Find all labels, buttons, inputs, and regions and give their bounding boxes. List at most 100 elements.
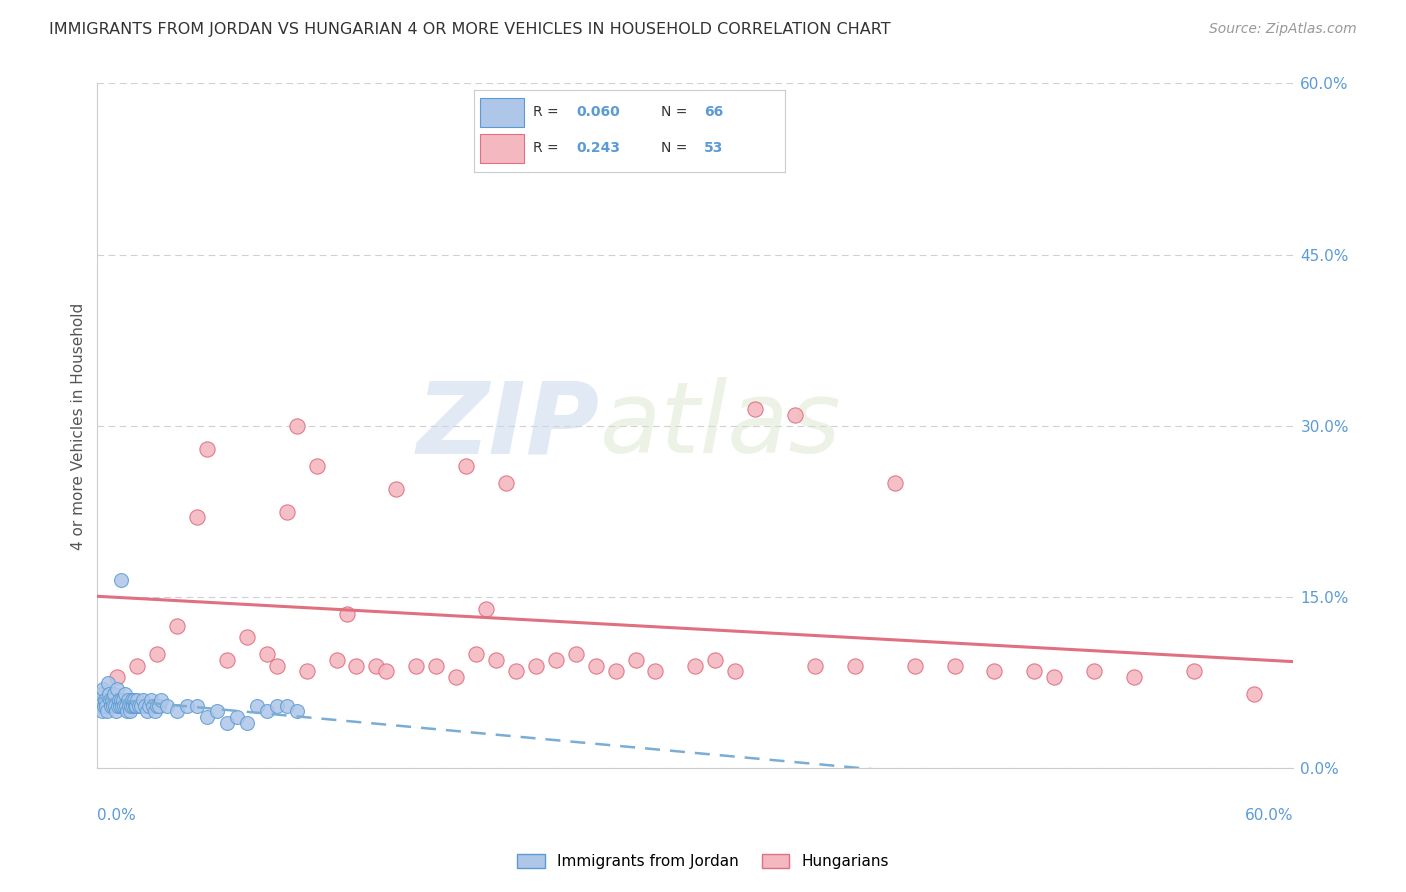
Point [335,607,357,622]
Point [91,704,114,718]
Point [110,573,132,587]
Point [425,658,447,673]
Point [117,704,139,718]
Point [1043,670,1066,684]
Point [505,665,527,679]
Point [704,653,727,667]
Point [1024,665,1046,679]
Point [110,698,132,713]
Point [246,698,269,713]
Point [114,687,136,701]
Text: IMMIGRANTS FROM JORDAN VS HUNGARIAN 4 OR MORE VEHICLES IN HOUSEHOLD CORRELATION : IMMIGRANTS FROM JORDAN VS HUNGARIAN 4 OR… [49,22,891,37]
Point [129,698,152,713]
Point [186,510,208,524]
Point [108,693,131,707]
Point [624,653,647,667]
Text: 60.0%: 60.0% [1244,808,1294,823]
Point [236,630,259,644]
Point [93,698,115,713]
Point [176,698,198,713]
Point [156,698,179,713]
Point [166,618,188,632]
Point [112,698,135,713]
Legend: Immigrants from Jordan, Hungarians: Immigrants from Jordan, Hungarians [512,848,894,875]
Point [124,698,146,713]
Point [101,693,124,707]
Point [276,698,298,713]
Point [215,653,238,667]
Point [1122,670,1144,684]
Point [375,665,398,679]
Point [804,658,827,673]
Point [276,504,298,518]
Point [121,693,143,707]
Point [122,698,145,713]
Point [120,698,142,713]
Point [285,418,308,433]
Point [285,704,308,718]
Point [585,658,607,673]
Point [266,698,288,713]
Point [110,693,132,707]
Point [325,653,347,667]
Text: ZIP: ZIP [416,377,600,475]
Point [256,704,278,718]
Point [385,482,408,496]
Point [125,698,148,713]
Point [195,710,218,724]
Point [89,698,111,713]
Point [103,687,125,701]
Y-axis label: 4 or more Vehicles in Household: 4 or more Vehicles in Household [72,302,86,549]
Point [136,704,159,718]
Point [205,704,228,718]
Point [115,698,138,713]
Point [605,665,627,679]
Point [495,475,517,490]
Point [97,675,120,690]
Point [111,698,134,713]
Point [783,408,806,422]
Text: Source: ZipAtlas.com: Source: ZipAtlas.com [1209,22,1357,37]
Point [103,698,125,713]
Point [141,693,163,707]
Point [104,698,127,713]
Point [105,704,128,718]
Point [98,687,121,701]
Point [96,704,118,718]
Point [524,658,547,673]
Point [138,698,160,713]
Point [346,658,368,673]
Point [444,670,467,684]
Point [118,698,141,713]
Point [983,665,1005,679]
Point [127,693,149,707]
Point [475,601,498,615]
Point [943,658,966,673]
Point [91,681,114,696]
Point [844,658,866,673]
Point [295,665,318,679]
Point [256,647,278,661]
Point [146,698,169,713]
Point [465,647,488,661]
Text: 0.0%: 0.0% [97,808,136,823]
Text: atlas: atlas [600,377,841,475]
Point [107,698,129,713]
Point [904,658,927,673]
Point [685,658,707,673]
Point [96,698,118,713]
Point [186,698,208,713]
Point [128,698,150,713]
Point [215,715,238,730]
Point [105,670,128,684]
Point [89,693,111,707]
Point [266,658,288,673]
Point [1083,665,1105,679]
Point [117,693,139,707]
Point [1243,687,1265,701]
Point [150,693,173,707]
Point [105,681,128,696]
Point [305,458,328,473]
Point [90,687,112,701]
Point [143,704,166,718]
